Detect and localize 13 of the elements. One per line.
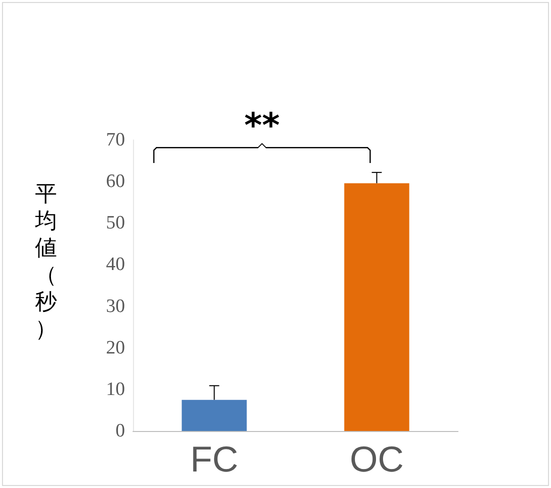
y-tick-label: 30 — [106, 296, 125, 317]
y-tick-label: 70 — [106, 130, 125, 150]
y-axis-title: 平均値（秒） — [34, 182, 57, 342]
significance-bracket: ** — [153, 106, 371, 163]
y-tick-label: 20 — [106, 337, 125, 358]
x-tick-label: FC — [190, 438, 238, 480]
y-tick-label: 50 — [106, 212, 125, 234]
annotation: ** — [244, 106, 280, 146]
y-tick-label: 40 — [106, 254, 125, 276]
y-tick-label: 10 — [106, 378, 125, 400]
x-tick-label: OC — [350, 438, 404, 480]
y-tick-label: 60 — [106, 171, 125, 192]
y-tick-label: 0 — [116, 420, 125, 442]
